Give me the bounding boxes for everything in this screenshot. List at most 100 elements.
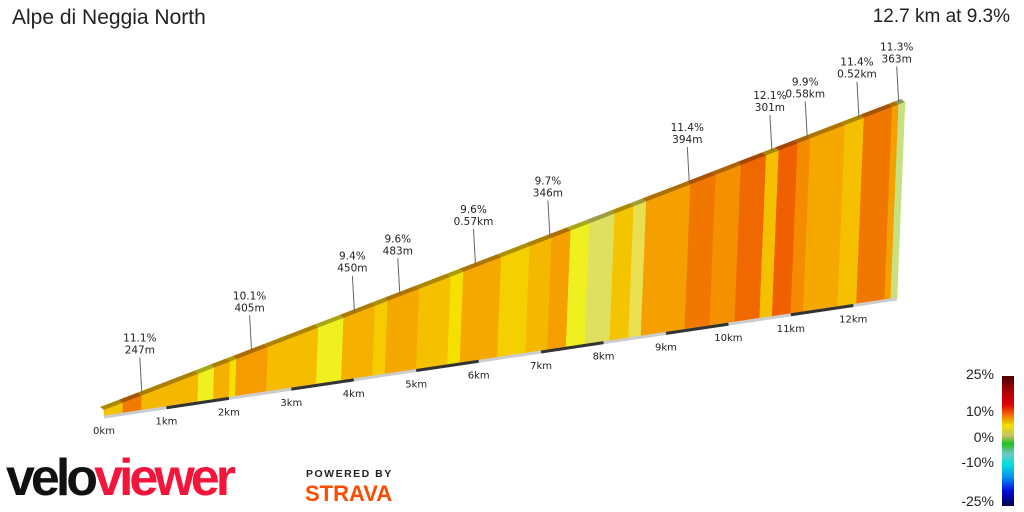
marker-grade: 11.1%: [123, 332, 156, 344]
segment-top-face: [210, 358, 231, 368]
marker-grade: 9.4%: [339, 251, 366, 263]
segment-top-face: [383, 285, 420, 301]
segment-top-face: [841, 114, 865, 126]
km-band: [540, 341, 604, 354]
marker-length: 301m: [755, 102, 785, 114]
marker-grade: 10.1%: [233, 290, 266, 302]
legend-tick: -25%: [961, 493, 994, 509]
gradient-segment: [459, 256, 502, 364]
gradient-segment: [341, 305, 376, 381]
marker-grade: 9.9%: [792, 77, 819, 89]
segment-top-face: [137, 370, 199, 396]
segment-top-face: [642, 181, 691, 202]
km-band: [665, 322, 729, 335]
marker-length: 0.57km: [454, 216, 494, 228]
marker-line: [856, 81, 860, 118]
km-label: 10km: [714, 333, 742, 344]
segment-top-face: [585, 210, 615, 224]
gradient-legend: 25% 10% 0% -10% -25%: [940, 366, 1024, 512]
km-label: 9km: [655, 342, 677, 353]
segment-top-face: [100, 399, 123, 410]
gradient-segment: [384, 288, 420, 375]
segment-top-face: [774, 140, 798, 151]
km-label: 11km: [777, 324, 805, 335]
marker-length: 394m: [672, 134, 702, 146]
km-label: 7km: [530, 361, 552, 372]
legend-tick: 10%: [965, 403, 994, 419]
marker-line: [547, 200, 551, 237]
gradient-color-bar: [1002, 376, 1014, 506]
segment-top-face: [860, 103, 893, 118]
km-label: 12km: [839, 315, 867, 326]
segment-top-face: [118, 392, 142, 403]
marker-line: [804, 101, 808, 138]
marker-length: 0.58km: [785, 89, 825, 101]
segment-top-face: [497, 243, 530, 258]
strava-logo: STRAVA: [305, 481, 393, 506]
marker-grade: 9.6%: [384, 233, 411, 245]
km-label: 0km: [93, 426, 115, 437]
segment-top-face: [686, 171, 716, 185]
marker-line: [139, 357, 143, 394]
segment-top-face: [566, 220, 590, 231]
segment-top-face: [446, 268, 464, 277]
marker-grade: 12.1%: [753, 90, 786, 102]
km-label: 3km: [280, 398, 302, 409]
marker-line: [351, 275, 355, 312]
climb-summary: 12.7 km at 9.3%: [872, 6, 1010, 27]
veloviewer-logo: veloviewer: [6, 449, 236, 507]
marker-length: 0.52km: [837, 69, 877, 81]
marker-length: 247m: [125, 344, 155, 356]
segment-top-face: [547, 227, 571, 238]
segment-top-face: [194, 364, 215, 374]
marker-line: [686, 146, 690, 183]
marker-grade: 11.4%: [671, 122, 704, 134]
km-label: 1km: [155, 417, 177, 428]
segment-top-face: [371, 297, 388, 306]
gradient-segment: [640, 184, 691, 337]
km-band: [790, 304, 854, 317]
segment-top-face: [737, 152, 767, 166]
segment-top-face: [459, 254, 502, 272]
gradient-segment: [415, 276, 452, 370]
segment-top-face: [806, 122, 846, 139]
segment-top-face: [888, 101, 899, 107]
marker-line: [896, 66, 900, 103]
legend-tick: -10%: [961, 454, 994, 470]
km-band: [291, 378, 354, 391]
gradient-segment: [213, 361, 231, 401]
km-label: 8km: [593, 352, 615, 363]
segment-top-face: [339, 302, 376, 318]
marker-length: 363m: [882, 53, 912, 65]
legend-tick: 25%: [965, 366, 994, 382]
marker-grade: 9.7%: [535, 176, 562, 188]
baseline: [103, 297, 898, 419]
marker-length: 483m: [383, 245, 413, 257]
segment-top-face: [762, 147, 779, 156]
segment-top-face: [793, 135, 811, 144]
marker-grade: 9.6%: [460, 204, 487, 216]
marker-line: [397, 258, 401, 295]
marker-length: 450m: [337, 263, 367, 275]
gradient-segment: [497, 245, 530, 358]
segment-top-face: [894, 99, 905, 105]
segment-top-face: [610, 203, 634, 214]
segment-top-face: [263, 324, 319, 347]
km-band: [415, 359, 479, 373]
segment-top-face: [525, 234, 552, 247]
km-label: 6km: [468, 370, 490, 381]
marker-line: [249, 315, 253, 352]
km-label: 4km: [343, 389, 365, 400]
km-label: 2km: [218, 407, 240, 418]
marker-grade: 11.3%: [880, 41, 913, 53]
marker-grade: 11.4%: [840, 57, 873, 69]
segment-top-face: [415, 273, 451, 289]
segment-top-face: [711, 162, 742, 175]
segment-top-face: [226, 356, 237, 362]
marker-line: [769, 115, 773, 152]
powered-by-text: POWERED BY: [306, 468, 393, 480]
climb-title: Alpe di Neggia North: [12, 6, 206, 29]
gradient-segment: [316, 317, 344, 385]
segment-top-face: [232, 343, 268, 360]
